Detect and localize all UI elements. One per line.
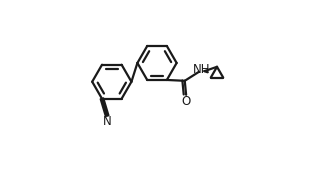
Text: O: O bbox=[182, 95, 191, 108]
Text: NH: NH bbox=[193, 63, 211, 76]
Text: N: N bbox=[103, 115, 112, 128]
